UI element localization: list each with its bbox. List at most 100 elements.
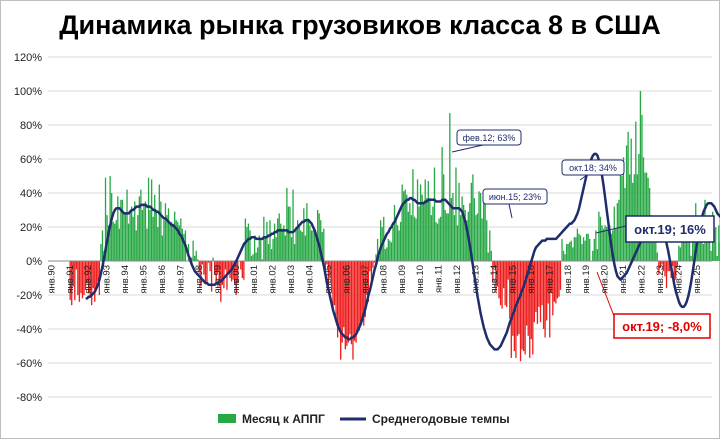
bar — [384, 249, 386, 261]
annotations: фев.12; 63% июн.15; 23% окт.18; 34% окт.19;… — [451, 129, 715, 339]
bar — [313, 230, 316, 261]
x-tick-label: янв.97 — [175, 265, 186, 294]
annotation-oct19-month: окт.19; -8,0% — [596, 271, 711, 339]
bar — [375, 254, 377, 261]
bar — [705, 228, 708, 261]
bar — [598, 211, 600, 261]
bar — [416, 179, 419, 261]
bar — [270, 249, 273, 261]
bar — [562, 250, 565, 261]
legend-label-bars: Месяц к АППГ — [242, 412, 325, 426]
bar — [235, 261, 237, 295]
bar — [84, 261, 87, 290]
x-tick-label: янв.92 — [83, 265, 94, 294]
bar — [273, 223, 276, 261]
bar — [466, 220, 468, 261]
bar — [289, 206, 291, 261]
bar — [439, 216, 442, 261]
bar — [539, 261, 542, 323]
svg-text:окт.19; 16%: окт.19; 16% — [634, 222, 706, 237]
bar — [227, 261, 230, 273]
bar — [555, 261, 557, 304]
bar — [687, 242, 689, 261]
bar — [318, 213, 320, 261]
avg-line-series — [85, 152, 720, 351]
x-tick-label: янв.08 — [378, 265, 389, 294]
bar — [635, 121, 637, 261]
bar — [713, 228, 715, 261]
bar — [295, 227, 297, 261]
x-tick-label: янв.23 — [655, 265, 666, 294]
bar — [275, 237, 277, 261]
bar — [410, 215, 413, 261]
bar — [201, 261, 204, 265]
bar — [178, 225, 180, 261]
bar — [272, 238, 274, 261]
bar — [366, 261, 368, 295]
svg-text:окт.19; -8,0%: окт.19; -8,0% — [622, 319, 702, 334]
bar — [595, 230, 597, 261]
bar — [338, 261, 340, 329]
bar — [682, 233, 685, 261]
bar — [87, 261, 90, 294]
bar — [243, 261, 245, 280]
bar — [446, 213, 448, 261]
bar — [412, 169, 414, 261]
bar — [526, 261, 528, 326]
x-tick-label: янв.90 — [46, 265, 57, 294]
x-tick-label: янв.05 — [323, 265, 334, 294]
bar — [89, 261, 91, 297]
y-tick-label: 80% — [20, 120, 42, 132]
bar — [429, 198, 431, 261]
y-tick-label: 0% — [26, 256, 42, 268]
bar — [260, 238, 262, 261]
svg-text:окт.18; 34%: окт.18; 34% — [569, 163, 617, 173]
bar — [343, 261, 345, 328]
y-tick-label: -80% — [16, 392, 42, 404]
bar — [158, 184, 160, 261]
bar — [95, 261, 97, 287]
bar — [576, 228, 579, 261]
bar — [250, 255, 253, 261]
bar — [249, 230, 251, 261]
bar — [659, 261, 662, 268]
bar — [524, 261, 526, 355]
bar — [399, 221, 402, 261]
bar — [527, 261, 529, 336]
bar — [673, 261, 675, 284]
bar — [144, 201, 147, 261]
bar — [169, 225, 171, 261]
bar — [132, 216, 134, 261]
bar — [426, 198, 428, 261]
bar — [559, 261, 562, 290]
bar — [612, 230, 614, 261]
bar — [341, 261, 343, 343]
bar — [544, 261, 546, 338]
bar — [496, 261, 499, 287]
bar — [253, 235, 256, 261]
bar — [277, 218, 279, 261]
bar — [124, 213, 127, 261]
x-tick-label: янв.01 — [249, 265, 260, 294]
bar — [492, 261, 494, 282]
bar — [183, 233, 185, 261]
bar — [655, 228, 657, 261]
bar — [668, 261, 671, 272]
x-tick-label: янв.11 — [434, 265, 445, 293]
bar — [493, 261, 496, 268]
y-tick-label: 100% — [14, 86, 42, 98]
annotation-feb12: фев.12; 63% — [451, 129, 522, 153]
bar — [541, 261, 543, 306]
bar — [516, 261, 519, 336]
bar — [395, 216, 397, 261]
bar — [141, 210, 144, 261]
svg-text:фев.12; 63%: фев.12; 63% — [463, 133, 516, 143]
bar — [244, 218, 247, 261]
bar — [150, 179, 153, 261]
bar — [656, 252, 658, 261]
bar — [355, 261, 357, 343]
bar — [297, 220, 299, 261]
x-tick-label: янв.94 — [120, 265, 131, 294]
bar — [378, 255, 380, 261]
